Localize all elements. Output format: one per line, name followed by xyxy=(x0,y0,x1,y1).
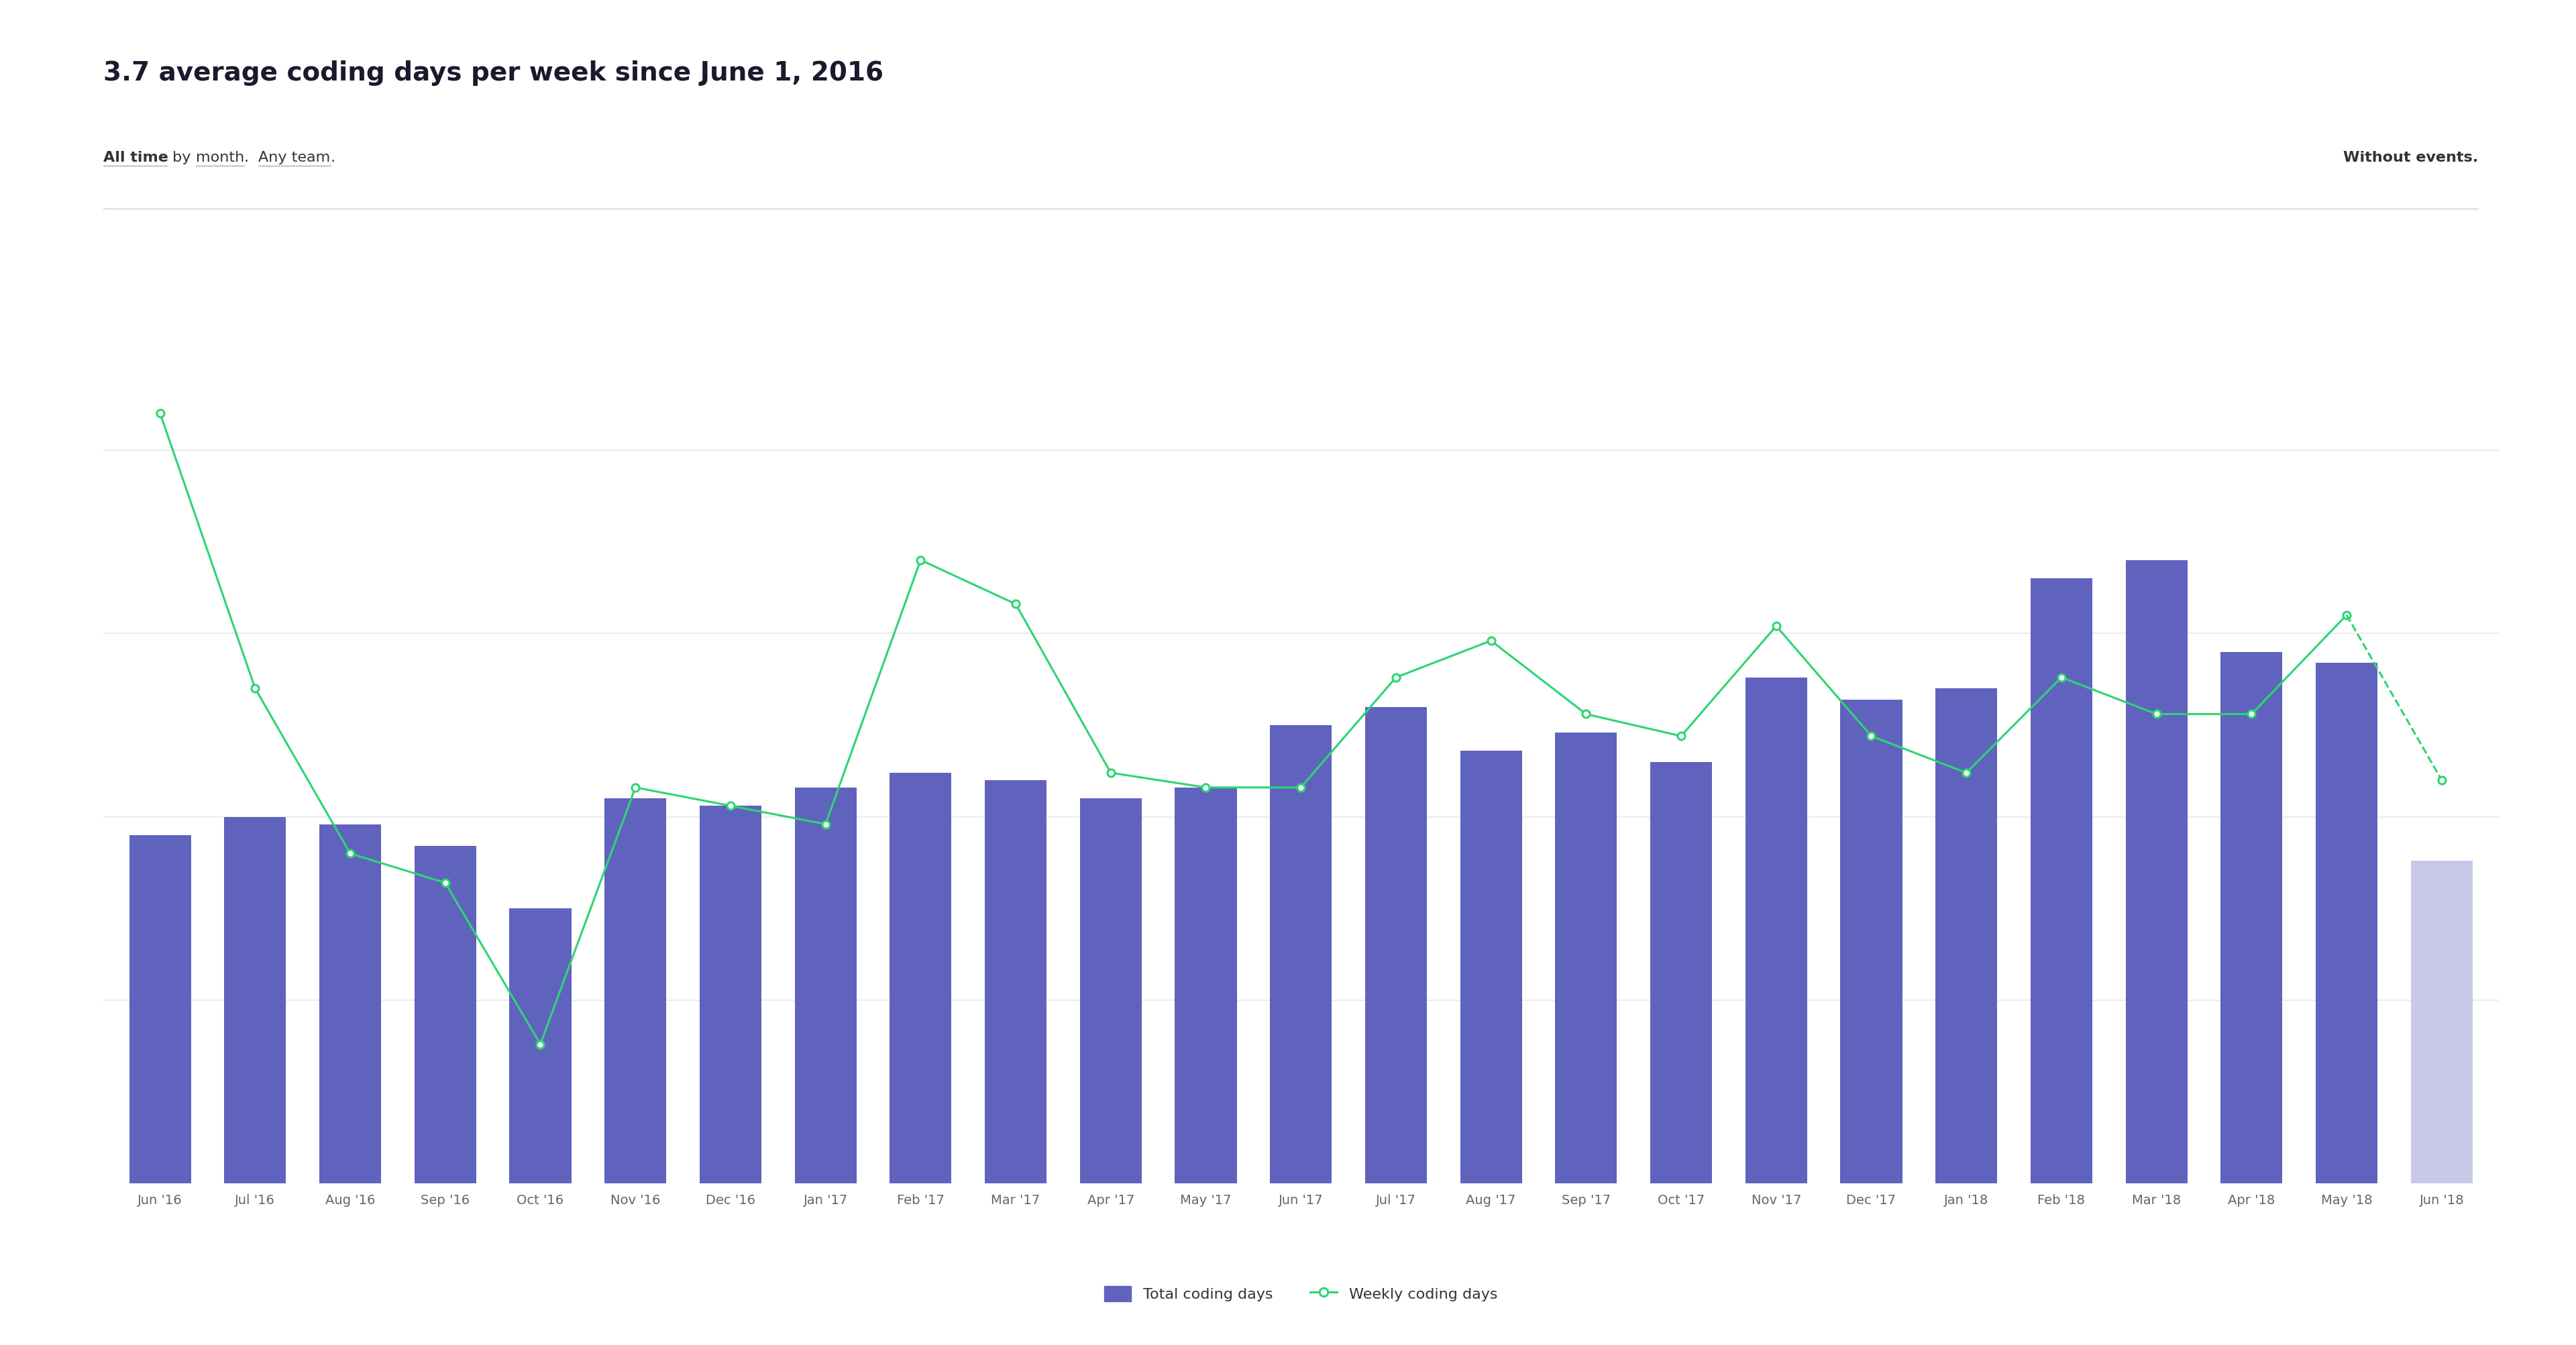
Bar xyxy=(1556,733,1618,1184)
Bar xyxy=(605,799,667,1184)
Bar xyxy=(1270,725,1332,1184)
Bar xyxy=(510,908,572,1184)
Bar xyxy=(2316,663,2378,1184)
Bar xyxy=(1175,787,1236,1184)
Bar xyxy=(2411,861,2473,1184)
Text: by: by xyxy=(167,151,196,164)
Bar xyxy=(2030,578,2092,1184)
Text: Without events.: Without events. xyxy=(2344,151,2478,164)
Bar xyxy=(889,773,951,1184)
Text: Any team: Any team xyxy=(258,151,330,164)
Bar xyxy=(984,780,1046,1184)
Bar xyxy=(1365,706,1427,1184)
Bar xyxy=(2125,560,2187,1184)
Bar xyxy=(1461,751,1522,1184)
Text: .: . xyxy=(330,151,335,164)
Bar xyxy=(1747,678,1808,1184)
Bar xyxy=(1839,699,1901,1184)
Bar xyxy=(793,787,855,1184)
Bar xyxy=(2221,652,2282,1184)
Bar xyxy=(224,816,286,1184)
Bar xyxy=(1651,761,1713,1184)
Text: All time: All time xyxy=(103,151,167,164)
Bar xyxy=(1935,689,1996,1184)
Bar xyxy=(415,846,477,1184)
Bar xyxy=(701,806,762,1184)
Bar xyxy=(319,824,381,1184)
Bar xyxy=(129,835,191,1184)
Bar xyxy=(1079,799,1141,1184)
Legend: Total coding days, Weekly coding days: Total coding days, Weekly coding days xyxy=(1105,1286,1497,1301)
Text: month: month xyxy=(196,151,245,164)
Text: .: . xyxy=(245,151,258,164)
Text: 3.7 average coding days per week since June 1, 2016: 3.7 average coding days per week since J… xyxy=(103,61,884,86)
